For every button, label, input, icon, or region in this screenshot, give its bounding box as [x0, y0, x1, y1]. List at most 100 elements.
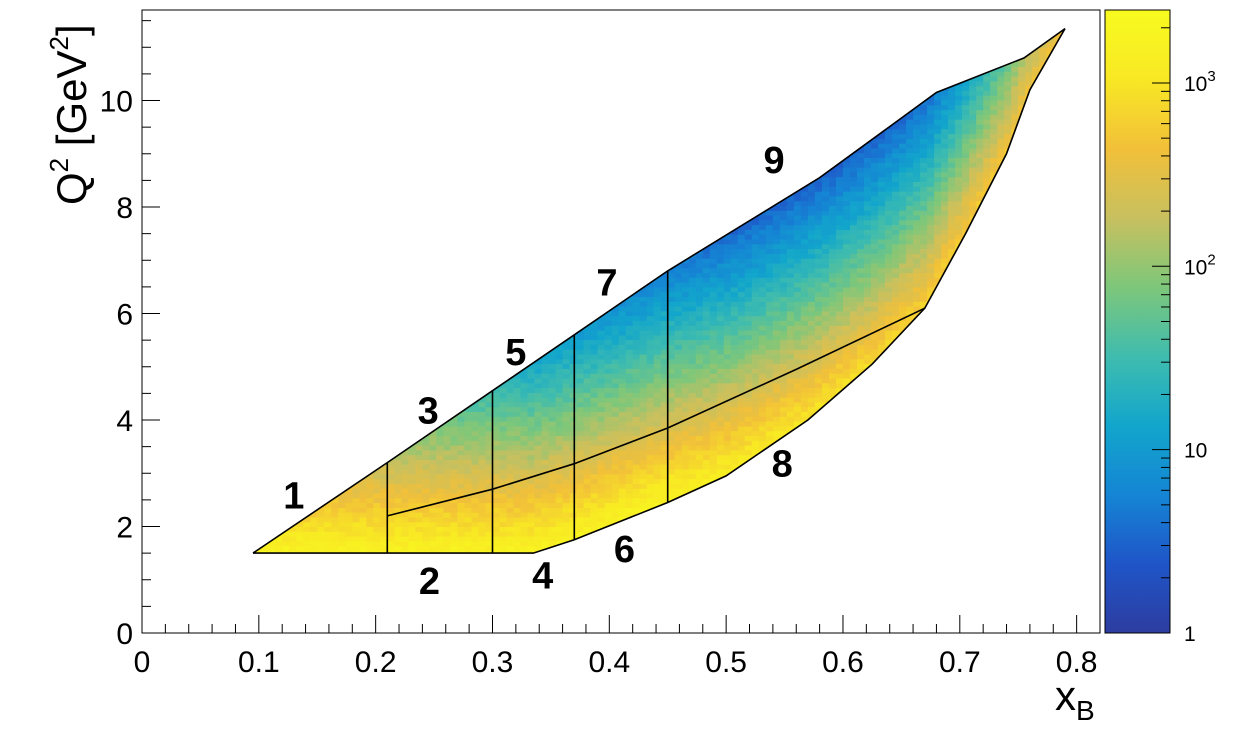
heat-cell: [310, 521, 318, 527]
heat-cell: [541, 411, 550, 417]
heat-cell: [380, 497, 388, 504]
heat-cell: [394, 502, 402, 508]
heat-cell: [506, 531, 515, 537]
heat-cell: [548, 516, 557, 523]
heat-cell: [373, 488, 381, 494]
heat-cell: [429, 449, 437, 456]
heat-cell: [555, 512, 564, 518]
heat-cell: [527, 440, 536, 446]
heat-cell: [310, 536, 318, 542]
heat-cell: [499, 464, 508, 470]
heat-cell: [450, 416, 458, 422]
heat-cell: [352, 497, 360, 504]
heat-cell: [394, 536, 402, 542]
heat-cell: [366, 507, 374, 513]
heat-cell: [296, 531, 304, 537]
heat-cell: [359, 536, 367, 542]
heat-cell: [471, 507, 480, 513]
heat-cell: [394, 507, 402, 513]
heat-cell: [415, 550, 423, 554]
heat-cell: [548, 392, 557, 398]
heat-cell: [373, 492, 381, 499]
heat-cell: [485, 483, 494, 489]
heat-cell: [401, 459, 409, 465]
heat-cell: [394, 497, 402, 504]
heat-cell: [534, 382, 543, 389]
heat-cell: [534, 497, 543, 504]
heat-cell: [485, 435, 494, 441]
heat-cell: [429, 497, 437, 504]
heat-cell: [555, 411, 564, 417]
heat-cell: [352, 531, 360, 537]
heat-cell: [408, 540, 416, 547]
heat-cell: [443, 445, 451, 451]
heat-cell: [478, 492, 487, 499]
heat-cell: [534, 416, 543, 422]
heat-cell: [520, 459, 529, 465]
heat-cell: [373, 512, 381, 518]
heat-cell: [499, 526, 508, 532]
heat-cell: [415, 507, 423, 513]
heat-cell: [380, 488, 388, 494]
heat-cell: [408, 478, 416, 484]
heat-cell: [534, 464, 543, 470]
heat-cell: [429, 540, 437, 547]
heat-cell: [527, 425, 536, 432]
heat-cell: [457, 468, 465, 475]
heat-cell: [457, 478, 465, 484]
heat-cell: [534, 454, 543, 460]
heat-cell: [478, 430, 487, 436]
heat-cell: [506, 411, 515, 417]
heat-cell: [422, 526, 430, 532]
heat-cell: [548, 373, 557, 379]
heat-cell: [492, 435, 501, 441]
heat-cell: [324, 536, 332, 542]
heat-cell: [289, 545, 297, 551]
heat-cell: [394, 492, 402, 499]
heat-cell: [541, 536, 550, 542]
heat-cell: [527, 478, 536, 484]
heat-cell: [534, 373, 543, 379]
heat-cell: [555, 454, 564, 460]
heat-cell: [548, 507, 557, 513]
heat-cell: [352, 545, 360, 551]
heat-cell: [541, 445, 550, 451]
heat-cell: [317, 507, 325, 513]
heat-cell: [366, 536, 374, 542]
heat-cell: [506, 464, 515, 470]
heat-cell: [555, 382, 564, 389]
heat-cell: [471, 502, 480, 508]
heat-cell: [338, 492, 346, 499]
heat-cell: [471, 411, 480, 417]
heat-cell: [429, 492, 437, 499]
heat-cell: [513, 492, 522, 499]
heat-cell: [450, 425, 458, 432]
heat-cell: [506, 435, 515, 441]
heat-cell: [268, 540, 276, 547]
heat-cell: [541, 488, 550, 494]
heat-cell: [317, 536, 325, 542]
heat-cell: [513, 459, 522, 465]
heat-cell: [443, 468, 451, 475]
heat-cell: [548, 497, 557, 504]
heat-cell: [520, 540, 529, 547]
heat-cell: [450, 464, 458, 470]
heat-cell: [513, 421, 522, 427]
heat-cell: [492, 387, 501, 393]
heat-cell: [387, 526, 395, 532]
heat-cell: [401, 478, 409, 484]
heat-cell: [541, 454, 550, 460]
heat-cell: [408, 473, 416, 480]
heat-cell: [380, 478, 388, 484]
heat-cell: [478, 545, 487, 551]
heat-cell: [394, 540, 402, 547]
heat-cell: [338, 526, 346, 532]
heat-cell: [380, 545, 388, 551]
heat-cell: [401, 526, 409, 532]
heat-cell: [555, 406, 564, 412]
heat-cell: [408, 483, 416, 489]
heat-cell: [506, 397, 515, 403]
heat-cell: [520, 445, 529, 451]
heat-cell: [534, 411, 543, 417]
heat-cell: [499, 492, 508, 499]
